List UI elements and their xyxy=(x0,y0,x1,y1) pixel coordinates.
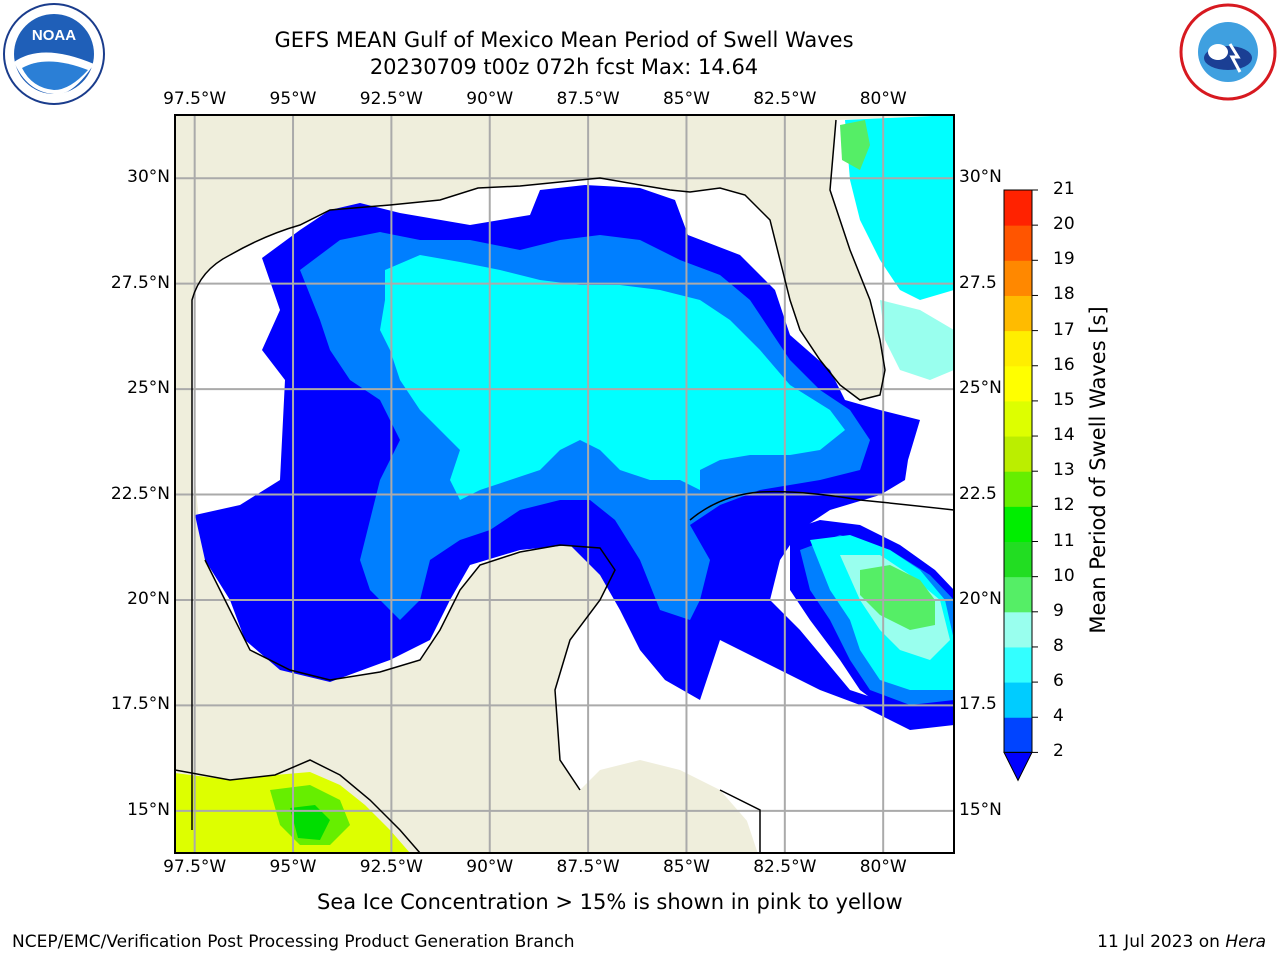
colorbar-tick-label: 9 xyxy=(1053,600,1064,621)
lat-label-left: 22.5°N xyxy=(110,483,170,504)
colorbar-bin xyxy=(1004,295,1032,332)
chart-subtitle: 20230709 t00z 072h fcst Max: 14.64 xyxy=(369,55,759,79)
lat-label-left: 30°N xyxy=(127,167,170,188)
lon-label-bottom: 87.5°W xyxy=(556,857,620,877)
lon-label-top: 80°W xyxy=(859,89,907,109)
noaa-logo: NOAA xyxy=(3,3,105,105)
lat-label-left: 25°N xyxy=(127,378,170,399)
lat-label-right: 22.5 xyxy=(959,483,997,504)
lat-label-left: 15°N xyxy=(127,799,170,820)
colorbar-bin xyxy=(1004,225,1032,261)
colorbar-bin xyxy=(1004,717,1032,753)
swell-8-9-atlantic xyxy=(880,300,954,380)
colorbar-bin xyxy=(1004,190,1032,226)
lat-label-right: 17.5 xyxy=(959,694,997,715)
colorbar xyxy=(1003,189,1038,782)
colorbar-tick-label: 21 xyxy=(1053,179,1075,199)
swell-6-8-atlantic xyxy=(845,115,954,300)
footer-host: Hera xyxy=(1225,932,1266,952)
colorbar-tick-label: 16 xyxy=(1053,354,1075,375)
colorbar-tick-label: 2 xyxy=(1053,741,1064,762)
lat-label-right: 30°N xyxy=(959,167,1002,188)
lat-label-right: 25°N xyxy=(959,378,1002,399)
colorbar-tick-label: 19 xyxy=(1053,249,1075,270)
lat-label-right: 15°N xyxy=(959,799,1002,820)
nws-logo xyxy=(1179,3,1277,101)
colorbar-tick-label: 12 xyxy=(1053,495,1075,516)
lon-label-bottom: 92.5°W xyxy=(359,857,423,877)
colorbar-bin xyxy=(1004,541,1032,578)
colorbar-tick-label: 20 xyxy=(1053,214,1075,235)
swell-6-8-gulf xyxy=(380,255,845,500)
map-frame xyxy=(174,114,955,854)
lon-label-bottom: 80°W xyxy=(859,857,907,877)
colorbar-bin xyxy=(1004,506,1032,542)
noaa-logo-text: NOAA xyxy=(32,27,76,44)
lon-label-top: 95°W xyxy=(269,89,317,109)
footer-date: 11 Jul 2023 on Hera xyxy=(1097,932,1266,952)
sea-ice-note: Sea Ice Concentration > 15% is shown in … xyxy=(317,890,903,914)
colorbar-title: Mean Period of Swell Waves [s] xyxy=(1086,306,1110,634)
lat-label-right: 20°N xyxy=(959,588,1002,609)
colorbar-bin xyxy=(1004,682,1032,718)
colorbar-bin xyxy=(1004,400,1032,437)
colorbar-tick-label: 15 xyxy=(1053,389,1075,410)
coastlines xyxy=(175,119,954,853)
lon-label-top: 97.5°W xyxy=(163,89,227,109)
colorbar-tick-label: 10 xyxy=(1053,565,1075,586)
colorbar-tick-label: 17 xyxy=(1053,319,1075,340)
lon-label-bottom: 90°W xyxy=(466,857,514,877)
colorbar-extend-arrow xyxy=(1003,751,1033,782)
colorbar-bin xyxy=(1004,260,1032,296)
lon-label-bottom: 82.5°W xyxy=(753,857,817,877)
colorbar-tick-label: 11 xyxy=(1053,530,1075,551)
lon-label-top: 92.5°W xyxy=(359,89,423,109)
colorbar-tick-label: 18 xyxy=(1053,284,1075,305)
lon-label-top: 85°W xyxy=(662,89,710,109)
lon-label-top: 87.5°W xyxy=(556,89,620,109)
map-area xyxy=(175,115,954,853)
lon-label-top: 82.5°W xyxy=(753,89,817,109)
colorbar-bin xyxy=(1004,436,1032,472)
colorbar-bin xyxy=(1004,365,1032,402)
colorbar-tick-label: 13 xyxy=(1053,460,1075,481)
colorbar-tick-label: 8 xyxy=(1053,635,1064,656)
footer-date-text: 11 Jul 2023 on xyxy=(1097,932,1226,952)
colorbar-tick-label: 14 xyxy=(1053,425,1075,446)
colorbar-bin xyxy=(1004,646,1032,683)
lat-label-right: 27.5 xyxy=(959,272,997,293)
colorbar-bin xyxy=(1004,330,1032,367)
lat-label-left: 17.5°N xyxy=(110,694,170,715)
lon-label-top: 90°W xyxy=(466,89,514,109)
lon-label-bottom: 95°W xyxy=(269,857,317,877)
colorbar-tick-label: 4 xyxy=(1053,706,1064,727)
colorbar-bin xyxy=(1004,471,1032,507)
colorbar-bin xyxy=(1004,611,1032,648)
swell-9-10-carib xyxy=(860,565,935,630)
colorbar-tick-label: 6 xyxy=(1053,671,1064,692)
lon-label-bottom: 85°W xyxy=(662,857,710,877)
footer-credit: NCEP/EMC/Verification Post Processing Pr… xyxy=(12,932,575,952)
lon-label-bottom: 97.5°W xyxy=(163,857,227,877)
swell-9-10-atlantic xyxy=(840,120,870,170)
lat-label-left: 27.5°N xyxy=(110,272,170,293)
lat-label-left: 20°N xyxy=(127,588,170,609)
chart-title: GEFS MEAN Gulf of Mexico Mean Period of … xyxy=(274,28,854,52)
swell-11-12-pacific xyxy=(290,805,330,840)
colorbar-bin xyxy=(1004,576,1032,613)
